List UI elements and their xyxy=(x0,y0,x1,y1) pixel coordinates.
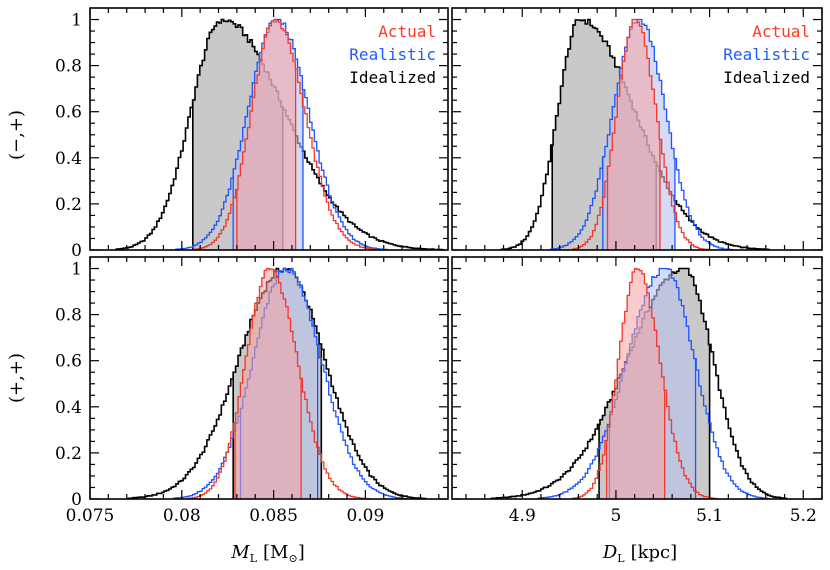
plot-area-bottom-right xyxy=(490,267,788,499)
panel-bottom-right: 4.9 5 5.1 5.2 xyxy=(451,256,823,526)
legend-actual-top-left: Actual xyxy=(378,22,436,41)
histogram-realistic-bottom-right xyxy=(537,267,771,499)
x-axis-title-right: DL [kpc] xyxy=(602,542,677,565)
panel-top-right: Actual Realistic Idealized xyxy=(451,7,823,251)
legend-idealized-top-right: Idealized xyxy=(723,68,810,87)
x-tick-label-bottom-right: 5 xyxy=(611,506,622,526)
frame-bottom-left xyxy=(89,256,449,500)
panel-bottom-left: 0 0.2 0.4 0.6 0.8 1 0.075 0.08 0.085 0.09 xyxy=(55,256,449,526)
y-tick-label-bottom-left: 0.6 xyxy=(55,352,82,372)
y-tick-label-bottom-left: 0.8 xyxy=(55,306,82,326)
row-label-top: (−,+) xyxy=(6,110,27,160)
plot-area-top-left xyxy=(115,18,444,250)
panel-top-left: 0 0.2 0.4 0.6 0.8 1 Actual Realistic Idealized xyxy=(55,7,449,261)
plot-area-top-right xyxy=(500,18,771,250)
shaded-region-actual-bottom-left xyxy=(235,268,302,499)
y-tick-label-top-left: 0 xyxy=(71,241,82,261)
y-tick-label-top-left: 0.6 xyxy=(55,103,82,123)
histogram-realistic-top-left xyxy=(175,18,389,250)
x-tick-label-bottom-left: 0.075 xyxy=(66,506,115,526)
frame-top-right xyxy=(451,7,823,251)
legend-realistic-top-right: Realistic xyxy=(723,45,810,64)
x-axis-title-left: ML [M⊙] xyxy=(230,542,304,565)
frame-bottom-right xyxy=(451,256,823,500)
shaded-region-actual-bottom-right xyxy=(606,268,665,499)
x-tick-label-bottom-right: 4.9 xyxy=(509,506,536,526)
frame-top-left xyxy=(89,7,449,251)
panels-group: 00.20.40.60.81ActualRealisticIdealizedAc… xyxy=(55,7,823,526)
x-tick-label-bottom-right: 5.1 xyxy=(696,506,723,526)
y-tick-label-top-left: 0.4 xyxy=(55,149,82,169)
x-tick-label-bottom-left: 0.08 xyxy=(163,506,201,526)
y-tick-label-bottom-left: 0 xyxy=(71,490,82,510)
histogram-realistic-bottom-left xyxy=(172,267,408,499)
shaded-region-actual-top-right xyxy=(607,19,660,250)
histogram-actual-bottom-left xyxy=(187,267,370,499)
y-tick-label-top-left: 1 xyxy=(71,11,82,31)
histogram-idealized-bottom-left xyxy=(127,267,427,499)
y-tick-label-bottom-left: 0.4 xyxy=(55,398,82,418)
plot-area-bottom-left xyxy=(127,267,427,499)
legend-idealized-top-left: Idealized xyxy=(349,68,436,87)
histogram-actual-top-left xyxy=(194,18,379,250)
x-tick-label-bottom-left: 0.085 xyxy=(249,506,298,526)
histogram-realistic-top-right xyxy=(550,18,734,250)
y-tick-label-bottom-left: 0.2 xyxy=(55,444,82,464)
x-tick-label-bottom-right: 5.2 xyxy=(790,506,817,526)
legend-realistic-top-left: Realistic xyxy=(349,45,436,64)
shaded-region-actual-top-left xyxy=(236,19,296,250)
x-tick-label-bottom-left: 0.09 xyxy=(346,506,384,526)
legend-actual-top-right: Actual xyxy=(752,22,810,41)
histogram-actual-top-right xyxy=(572,18,711,250)
y-tick-label-top-left: 0.2 xyxy=(55,195,82,215)
y-tick-label-top-left: 0.8 xyxy=(55,57,82,77)
histogram-actual-bottom-right xyxy=(572,267,719,499)
row-label-bottom: (+,+) xyxy=(6,353,27,403)
y-tick-label-bottom-left: 1 xyxy=(71,260,82,280)
